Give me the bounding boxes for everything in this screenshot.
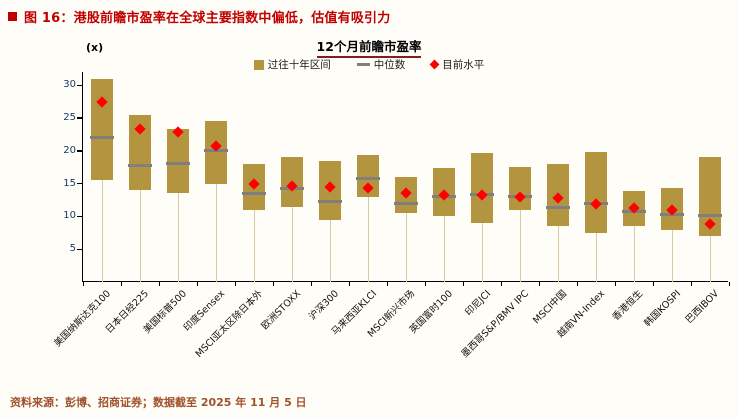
legend-label: 过往十年区间 xyxy=(267,59,331,71)
range-stem xyxy=(177,193,179,282)
x-tick-mark xyxy=(728,282,730,286)
range-stem xyxy=(215,183,217,282)
y-tick-label: 20 xyxy=(63,144,76,156)
range-bar xyxy=(91,78,113,181)
x-tick-mark xyxy=(462,282,464,286)
range-bar xyxy=(471,152,493,223)
legend-bar-marker xyxy=(253,59,264,70)
y-tick-mark xyxy=(77,150,82,152)
y-tick-mark xyxy=(77,248,82,250)
range-stem xyxy=(405,213,407,282)
range-bar xyxy=(129,114,151,191)
y-tick-mark xyxy=(77,84,82,86)
y-tick-label: 25 xyxy=(63,111,76,123)
range-stem xyxy=(519,209,521,282)
x-tick-mark xyxy=(576,282,578,286)
range-stem xyxy=(367,196,369,282)
y-tick-label: 30 xyxy=(63,79,76,91)
x-tick-mark xyxy=(424,282,426,286)
chart-title: 12个月前瞻市盈率 xyxy=(316,36,422,58)
legend-item: 过往十年区间 xyxy=(253,57,331,72)
y-tick-mark xyxy=(77,215,82,218)
legend-label: 目前水平 xyxy=(442,59,485,71)
x-tick-mark xyxy=(310,282,312,286)
range-stem xyxy=(671,229,673,282)
range-stem xyxy=(481,222,483,282)
plot-area: 5 10 15 20 25 30 美国纳斯达克100 日本日经225 美国标普500 印度Sens… xyxy=(52,72,730,360)
x-tick-mark xyxy=(82,282,84,286)
x-tick-mark xyxy=(690,282,692,286)
range-bar xyxy=(509,167,531,210)
range-bar xyxy=(585,152,607,233)
median-dash xyxy=(166,162,190,166)
y-tick-mark xyxy=(77,117,82,119)
median-dash xyxy=(394,201,418,205)
range-stem xyxy=(633,226,635,282)
figure-header: 图 16：港股前瞻市盈率在全球主要指数中偏低，估值有吸引力 xyxy=(8,7,390,26)
x-tick-mark xyxy=(158,282,160,286)
x-tick-mark xyxy=(196,282,198,286)
range-stem xyxy=(595,232,597,282)
median-dash xyxy=(242,191,266,195)
red-square-bullet xyxy=(8,12,17,21)
legend-item: 目前水平 xyxy=(429,57,485,72)
x-tick-mark xyxy=(538,282,540,286)
median-dash xyxy=(90,136,114,140)
x-tick-mark xyxy=(272,282,274,286)
legend-item: 中位数 xyxy=(356,57,406,72)
chart-legend: 过往十年区间 中位数 目前水平 xyxy=(0,57,738,72)
range-stem xyxy=(139,190,141,282)
x-tick-mark xyxy=(348,282,350,286)
x-tick-mark xyxy=(386,282,388,286)
range-bar xyxy=(205,121,227,184)
y-tick-label: 5 xyxy=(69,243,76,255)
legend-dash-marker xyxy=(356,63,370,66)
y-axis-unit-label: (x) xyxy=(86,41,104,54)
median-dash xyxy=(128,163,152,167)
range-bar xyxy=(167,129,189,194)
figure-title: 图 16：港股前瞻市盈率在全球主要指数中偏低，估值有吸引力 xyxy=(24,11,391,26)
x-tick-mark xyxy=(234,282,236,286)
range-stem xyxy=(329,219,331,282)
range-stem xyxy=(443,216,445,282)
x-tick-mark xyxy=(500,282,502,286)
y-tick-label: 10 xyxy=(63,210,76,222)
median-dash xyxy=(546,206,570,210)
range-stem xyxy=(291,206,293,282)
chart-title-wrap: 12个月前瞻市盈率 xyxy=(0,36,738,58)
median-dash xyxy=(318,199,342,203)
y-tick-mark xyxy=(77,183,82,185)
range-stem xyxy=(101,180,103,282)
x-tick-mark xyxy=(652,282,654,286)
median-dash xyxy=(356,176,380,180)
legend-diamond-marker xyxy=(429,59,440,70)
range-stem xyxy=(709,236,711,282)
y-tick-label: 15 xyxy=(63,177,76,189)
range-stem xyxy=(253,209,255,282)
figure-source: 资料来源：彭博、招商证券；数据截至 2025 年 11 月 5 日 xyxy=(10,396,307,409)
x-tick-mark xyxy=(120,282,122,286)
median-dash xyxy=(698,213,722,217)
range-stem xyxy=(557,226,559,282)
legend-label: 中位数 xyxy=(373,59,406,71)
x-tick-mark xyxy=(614,282,616,286)
